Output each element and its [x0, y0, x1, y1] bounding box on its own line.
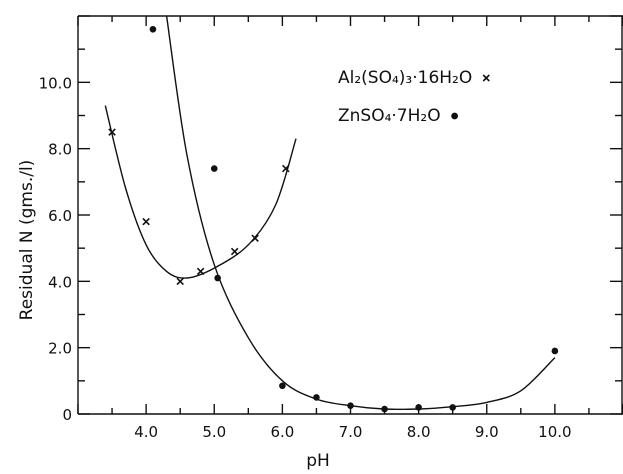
- legend: Al₂(SO₄)₃·16H₂O ZnSO₄·7H₂O: [338, 68, 490, 126]
- x-marker-stroke: [282, 164, 290, 173]
- axes-group: 4.0 5.0 6.0 7.0 8.0 9.0 10.0 0 2.0 4.0 6.0 8.0 10.0: [39, 15, 623, 441]
- fit-curve-zn-sulfate: [165, 15, 556, 411]
- data-point-zn-sulfate: [381, 405, 388, 413]
- x-axis-label: pH: [306, 451, 330, 470]
- data-point-zn-sulfate: [149, 25, 157, 33]
- x-tick-label: 5.0: [202, 423, 226, 441]
- legend-label-zn-sulfate: ZnSO₄·7H₂O: [338, 106, 441, 126]
- data-point-al-sulfate: [196, 267, 205, 276]
- data-point-zn-sulfate: [214, 274, 221, 282]
- y-tick-label: 0: [62, 406, 72, 424]
- data-point-al-sulfate: [282, 164, 290, 173]
- data-point-zn-sulfate: [415, 404, 422, 411]
- x-tick-label: 9.0: [475, 423, 499, 441]
- x-marker-stroke: [251, 234, 259, 242]
- y-tick-label: 8.0: [48, 141, 72, 159]
- data-point-zn-sulfate: [279, 382, 286, 390]
- x-marker-stroke: [196, 267, 205, 276]
- data-point-al-sulfate: [176, 277, 184, 286]
- x-tick-label: 4.0: [134, 423, 158, 441]
- y-axis-label: Residual N (gms./l): [17, 160, 37, 321]
- data-point-al-sulfate: [108, 128, 116, 136]
- data-point-zn-sulfate: [210, 165, 218, 172]
- y-tick-label: 2.0: [48, 340, 72, 358]
- legend-marker-zn-sulfate: [451, 112, 459, 120]
- legend-label-al-sulfate: Al₂(SO₄)₃·16H₂O: [338, 68, 472, 88]
- x-tick-label: 8.0: [407, 423, 431, 441]
- data-point-zn-sulfate: [347, 402, 354, 410]
- x-marker-stroke: [108, 128, 116, 136]
- y-tick-label: 4.0: [48, 273, 72, 291]
- data-point-al-sulfate: [142, 217, 150, 226]
- data-points-group: [108, 25, 559, 413]
- x-marker-stroke: [142, 217, 150, 226]
- y-tick-label: 10.0: [39, 74, 72, 92]
- x-marker-stroke: [482, 74, 490, 82]
- x-tick-label: 6.0: [270, 423, 294, 441]
- x-marker-stroke: [230, 247, 239, 256]
- data-point-al-sulfate: [251, 234, 259, 242]
- data-point-zn-sulfate: [449, 404, 456, 411]
- x-tick-label: 10.0: [538, 423, 571, 441]
- x-tick-label: 7.0: [339, 423, 363, 441]
- x-marker-stroke: [176, 277, 184, 286]
- y-tick-label: 6.0: [48, 207, 72, 225]
- fit-lines-group: [104, 15, 556, 411]
- data-point-zn-sulfate: [313, 394, 320, 401]
- legend-marker-al-sulfate: [482, 74, 490, 82]
- data-point-zn-sulfate: [551, 347, 559, 355]
- data-point-al-sulfate: [230, 247, 239, 256]
- fit-curve-al-sulfate: [104, 105, 297, 279]
